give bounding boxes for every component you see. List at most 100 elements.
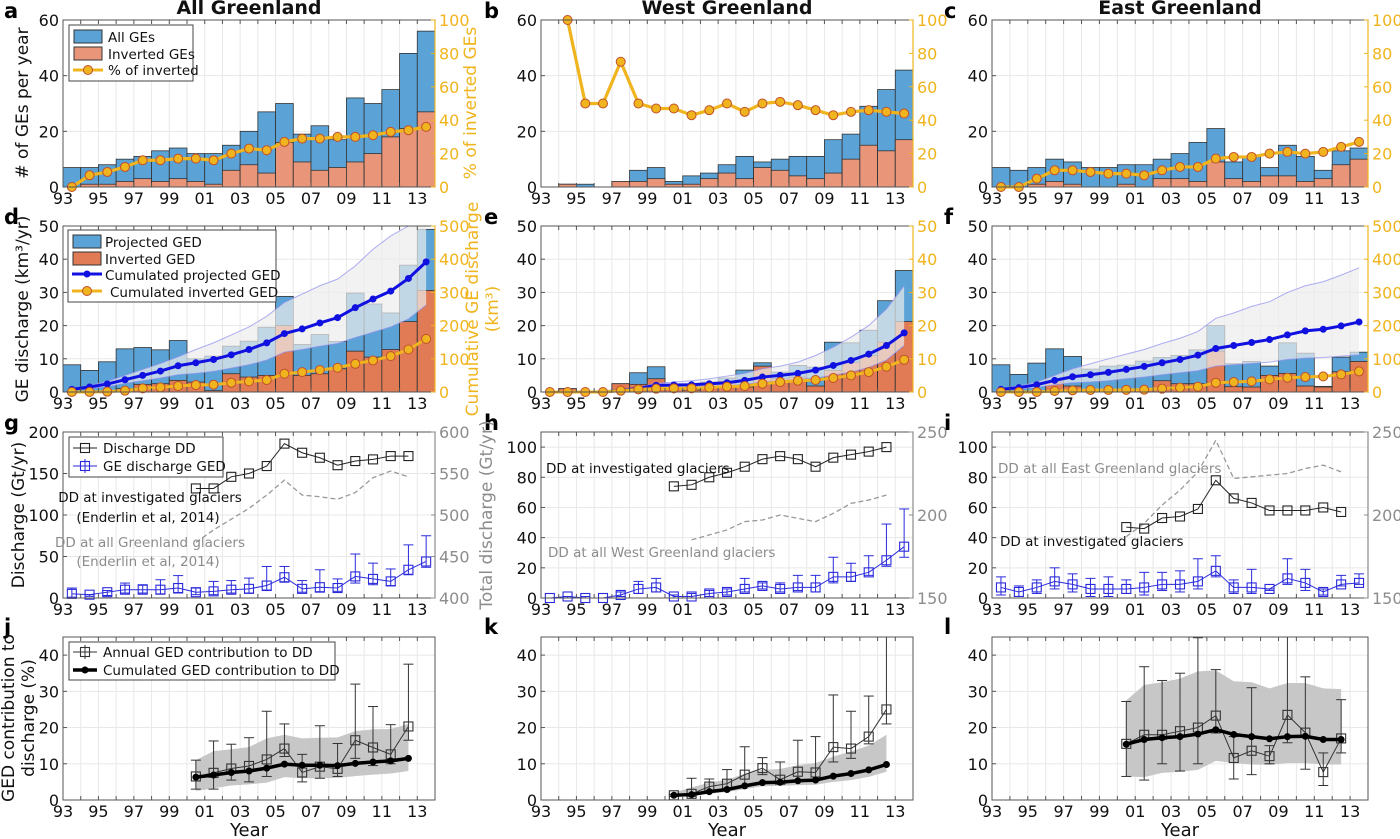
x-tick-label: 97 (602, 802, 622, 821)
percent-inverted-marker (686, 110, 697, 121)
y-tick-label-right: 250 (1372, 423, 1400, 442)
cumulated-inverted-marker (668, 383, 679, 394)
y-tick-label: 40 (517, 250, 537, 269)
cumulated-inverted-marker (1354, 366, 1365, 377)
x-tick-label: 95 (1018, 394, 1038, 413)
x-tick-label: 11 (850, 600, 870, 619)
y-tick-label-right: 200 (1372, 317, 1400, 336)
annotation-dd-all: DD at all East Greenland glaciers (998, 461, 1221, 477)
cumulated-inverted-marker (686, 383, 697, 394)
discharge-dd-marker (367, 454, 379, 465)
legend-marker-ged (79, 460, 91, 472)
x-tick-label: 03 (708, 189, 728, 208)
cumulated-inverted-marker (385, 351, 396, 362)
y-tick-label-right: 20 (1372, 145, 1392, 164)
cumulated-projected-marker (1122, 365, 1130, 373)
discharge-dd-marker (1192, 503, 1203, 515)
percent-inverted-marker (244, 143, 254, 154)
percent-inverted-marker (722, 98, 732, 109)
ged-marker (173, 582, 184, 594)
percent-inverted-marker (1121, 168, 1132, 179)
x-tick-label: 09 (814, 394, 834, 413)
axes-frame (540, 431, 914, 599)
percent-inverted-marker (385, 126, 396, 137)
y-tick-label: 0 (49, 383, 59, 402)
x-tick-label: 07 (301, 394, 321, 413)
x-tick-label: 09 (814, 189, 834, 208)
y-tick-label-right: 450 (439, 548, 470, 567)
annual-contribution-marker (1318, 767, 1329, 778)
y-tick-label: 20 (968, 317, 988, 336)
cumulated-contribution-marker (1301, 732, 1309, 740)
percent-inverted-marker (368, 130, 378, 141)
cumulated-projected-marker (1051, 376, 1059, 384)
cumulated-projected-marker (1212, 345, 1220, 353)
x-tick-label: 03 (230, 600, 250, 619)
x-tick-label: 09 (336, 802, 356, 821)
percent-inverted-marker (1282, 146, 1293, 157)
y-tick-label: 30 (968, 283, 988, 302)
discharge-dd-marker (350, 455, 361, 467)
discharge-dd-marker (1121, 522, 1132, 533)
x-tick-label: 09 (1268, 189, 1288, 208)
x-tick-label: 01 (1125, 600, 1145, 619)
x-tick-label: 99 (159, 189, 179, 208)
bar-inverted-ged (346, 350, 365, 393)
ged-marker (995, 582, 1007, 593)
ged-marker (1031, 582, 1042, 593)
cumulated-inverted-marker (775, 377, 786, 388)
y-tick-label: 0 (978, 178, 988, 197)
y-tick-label-right: 500 (439, 217, 470, 236)
percent-inverted-marker (775, 96, 786, 107)
panel-letter-l: l (944, 615, 951, 639)
panel-i: 93 95 97 99 01 03 05 07 09 11 13 0 20 40 60 80 100 150 200… (957, 423, 1400, 619)
percent-inverted-marker (1336, 141, 1347, 152)
panel-b: 93 95 97 99 01 03 05 07 09 11 13 0 20 40 60 0 20 40 60 80 10… (517, 0, 948, 208)
x-tick-label: 01 (195, 394, 215, 413)
y-tick-label: 60 (517, 498, 537, 517)
bar-inverted-ges (717, 172, 737, 188)
cumulated-inverted-marker (279, 368, 290, 379)
x-tick-label: 07 (779, 189, 799, 208)
panel-j: 93 95 97 99 01 03 05 07 09 11 13 0 10 20 30 40 Year (39, 636, 436, 839)
cumulated-projected-marker (280, 330, 288, 338)
x-tick-label: 97 (602, 189, 622, 208)
y-axis-label-right-d-line1: Cumulative GE discharge (463, 202, 483, 417)
y-tick-label: 40 (517, 67, 537, 86)
percent-inverted-marker (633, 98, 644, 109)
percent-inverted-marker (190, 153, 201, 164)
percent-inverted-marker (155, 155, 166, 166)
cumulated-contribution-marker (1319, 736, 1327, 744)
y-tick-label: 20 (968, 719, 988, 738)
cumulated-contribution-marker (847, 770, 855, 778)
cumulated-inverted-marker (314, 365, 325, 376)
ged-line (71, 561, 427, 596)
legend-marker-percent (83, 65, 93, 75)
discharge-dd-marker (243, 468, 255, 479)
y-tick-label: 10 (968, 755, 988, 774)
discharge-dd-marker (881, 442, 892, 453)
percent-inverted-marker (403, 125, 414, 136)
x-tick-label: 13 (407, 394, 427, 413)
y-tick-label: 40 (39, 250, 59, 269)
x-tick-label: 07 (779, 802, 799, 821)
y-axis-label-a: # of GEs per year (13, 27, 33, 178)
bar-inverted-ges (222, 169, 241, 188)
x-tick-label: 13 (407, 802, 427, 821)
cumulated-inverted-marker (704, 382, 715, 393)
bar-inverted-ged (310, 373, 330, 393)
cumulated-projected-marker (1033, 381, 1041, 389)
legend-marker-cum-projected (83, 270, 91, 278)
percent-inverted-marker (757, 98, 768, 109)
y-tick-label: 10 (39, 350, 59, 369)
panel-letter-k: k (484, 615, 499, 639)
y-tick-label-right: 100 (1372, 11, 1400, 30)
cumulated-projected-marker (174, 362, 182, 370)
x-tick-label: 13 (885, 189, 905, 208)
cumulated-contribution-marker (1266, 735, 1274, 743)
cumulated-projected-marker (245, 346, 253, 354)
y-tick-label: 0 (527, 178, 537, 197)
x-tick-label: 93 (53, 189, 73, 208)
bar-inverted-ges (611, 181, 630, 188)
